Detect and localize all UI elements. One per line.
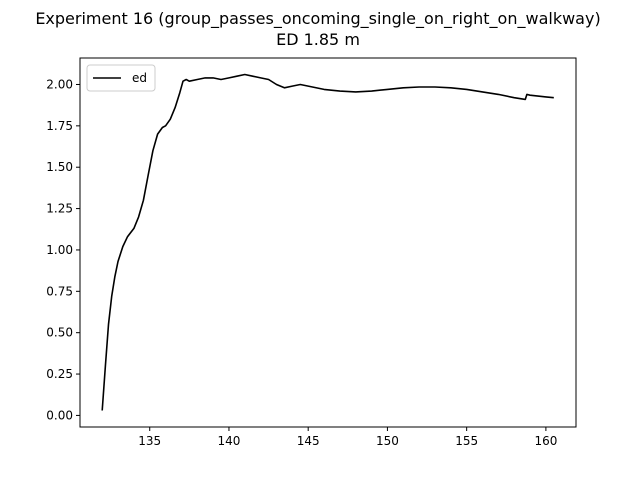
plot-area-frame bbox=[79, 57, 577, 428]
y-tick-label: 1.00 bbox=[46, 243, 73, 257]
y-tick-label: 0.25 bbox=[46, 367, 73, 381]
y-tick-label: 1.25 bbox=[46, 202, 73, 216]
y-tick-label: 0.50 bbox=[46, 326, 73, 340]
legend-label-ed: ed bbox=[132, 71, 147, 85]
chart-subtitle: ED 1.85 m bbox=[276, 30, 360, 49]
y-tick-label: 1.75 bbox=[46, 119, 73, 133]
x-tick-label: 135 bbox=[138, 434, 161, 448]
y-tick-label: 2.00 bbox=[46, 77, 73, 91]
x-tick-label: 150 bbox=[376, 434, 399, 448]
chart-title: Experiment 16 (group_passes_oncoming_sin… bbox=[35, 9, 600, 29]
y-tick-label: 0.00 bbox=[46, 408, 73, 422]
x-tick-label: 145 bbox=[297, 434, 320, 448]
x-tick-label: 140 bbox=[218, 434, 241, 448]
x-tick-label: 160 bbox=[534, 434, 557, 448]
axis-ticks: 135 140 145 150 155 160 0.00 0.25 0.50 0.75 1.00 1.… bbox=[46, 77, 557, 448]
legend: ed bbox=[86, 64, 156, 92]
series-layer bbox=[101, 73, 554, 411]
x-tick-label: 155 bbox=[455, 434, 478, 448]
series-line-ed bbox=[101, 73, 554, 411]
y-tick-label: 0.75 bbox=[46, 284, 73, 298]
y-tick-label: 1.50 bbox=[46, 160, 73, 174]
